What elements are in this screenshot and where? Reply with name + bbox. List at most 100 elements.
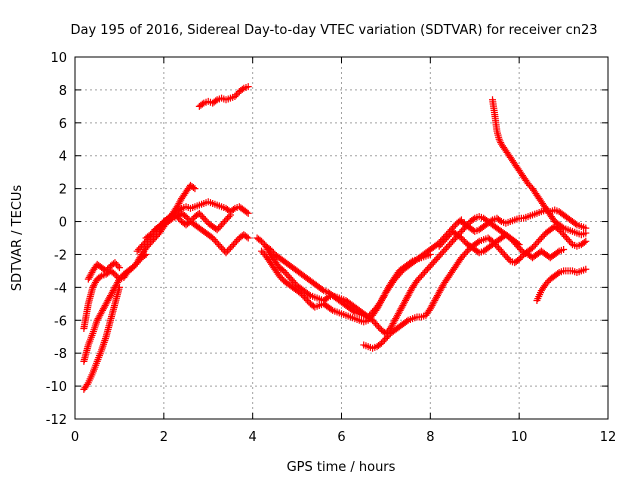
data-point bbox=[508, 236, 516, 244]
series-track-3 bbox=[80, 250, 150, 332]
data-point bbox=[244, 209, 252, 217]
data-point bbox=[372, 320, 380, 328]
data-point bbox=[219, 246, 227, 254]
data-point bbox=[219, 219, 227, 227]
data-point bbox=[231, 92, 239, 100]
data-point bbox=[531, 241, 539, 249]
data-point bbox=[243, 208, 251, 216]
data-point bbox=[323, 294, 331, 302]
data-point bbox=[440, 247, 448, 255]
data-point bbox=[277, 273, 285, 281]
data-point bbox=[243, 233, 251, 241]
data-point bbox=[231, 239, 239, 247]
data-point bbox=[232, 237, 240, 245]
data-point bbox=[238, 85, 246, 93]
data-point bbox=[201, 216, 209, 224]
data-point bbox=[560, 231, 568, 239]
data-point bbox=[561, 232, 569, 240]
data-point bbox=[200, 214, 208, 222]
data-point bbox=[114, 262, 122, 270]
data-point bbox=[136, 244, 144, 252]
series-track-15 bbox=[489, 96, 590, 239]
data-point bbox=[438, 249, 446, 257]
data-point bbox=[394, 272, 402, 280]
data-point bbox=[225, 213, 233, 221]
data-point bbox=[298, 290, 306, 298]
data-point bbox=[441, 246, 449, 254]
data-point bbox=[582, 265, 590, 273]
data-point bbox=[459, 252, 467, 260]
series-track-10 bbox=[258, 216, 465, 326]
data-point bbox=[379, 338, 387, 346]
data-point bbox=[232, 91, 240, 99]
data-point bbox=[447, 239, 455, 247]
data-point bbox=[414, 275, 422, 283]
data-point bbox=[216, 222, 224, 230]
data-point bbox=[303, 297, 311, 305]
data-point bbox=[281, 269, 289, 277]
data-point bbox=[259, 239, 267, 247]
data-point bbox=[450, 236, 458, 244]
data-point bbox=[112, 272, 120, 280]
data-point bbox=[149, 236, 157, 244]
data-point bbox=[517, 254, 525, 262]
y-tick-label: 8 bbox=[59, 84, 67, 99]
data-point bbox=[145, 234, 153, 242]
series-track-7 bbox=[151, 209, 252, 257]
data-point bbox=[509, 237, 517, 245]
data-point bbox=[115, 283, 123, 291]
data-point bbox=[212, 97, 220, 105]
data-point bbox=[244, 234, 252, 242]
data-point bbox=[229, 241, 237, 249]
data-point bbox=[457, 254, 465, 262]
data-point bbox=[104, 265, 112, 273]
data-point bbox=[148, 237, 156, 245]
data-point bbox=[413, 277, 421, 285]
data-point bbox=[167, 215, 175, 223]
data-point bbox=[114, 273, 122, 281]
data-point bbox=[318, 286, 326, 294]
data-point bbox=[102, 267, 110, 275]
data-point bbox=[373, 321, 381, 329]
data-point bbox=[228, 242, 236, 250]
y-tick-label: 4 bbox=[59, 150, 67, 165]
data-point bbox=[209, 234, 217, 242]
data-point bbox=[434, 254, 442, 262]
data-point bbox=[142, 244, 150, 252]
data-point bbox=[268, 247, 276, 255]
data-point bbox=[449, 237, 457, 245]
y-tick-label: -8 bbox=[54, 347, 67, 362]
data-point bbox=[533, 239, 541, 247]
y-tick-label: 0 bbox=[59, 216, 67, 231]
data-point bbox=[503, 254, 511, 262]
data-point bbox=[283, 270, 291, 278]
data-point bbox=[383, 333, 391, 341]
data-point bbox=[582, 229, 590, 237]
data-point bbox=[443, 244, 451, 252]
data-point bbox=[580, 238, 588, 246]
data-point bbox=[429, 259, 437, 267]
data-point bbox=[135, 246, 143, 254]
data-point bbox=[111, 259, 119, 267]
data-point bbox=[222, 249, 230, 257]
data-point bbox=[226, 211, 234, 219]
data-point bbox=[443, 234, 451, 242]
data-point bbox=[139, 241, 147, 249]
x-tick-label: 2 bbox=[160, 430, 168, 445]
data-point bbox=[566, 237, 574, 245]
data-point bbox=[460, 250, 468, 258]
y-tick-label: -12 bbox=[46, 413, 67, 428]
data-point bbox=[215, 224, 223, 232]
data-point bbox=[563, 234, 571, 242]
data-point bbox=[463, 247, 471, 255]
data-point bbox=[96, 273, 104, 281]
data-point bbox=[416, 273, 424, 281]
data-point bbox=[474, 238, 482, 246]
data-point bbox=[286, 273, 294, 281]
data-point bbox=[505, 255, 513, 263]
data-point bbox=[83, 380, 91, 388]
data-point bbox=[259, 249, 267, 257]
y-tick-label: -6 bbox=[54, 314, 67, 329]
data-point bbox=[437, 250, 445, 258]
